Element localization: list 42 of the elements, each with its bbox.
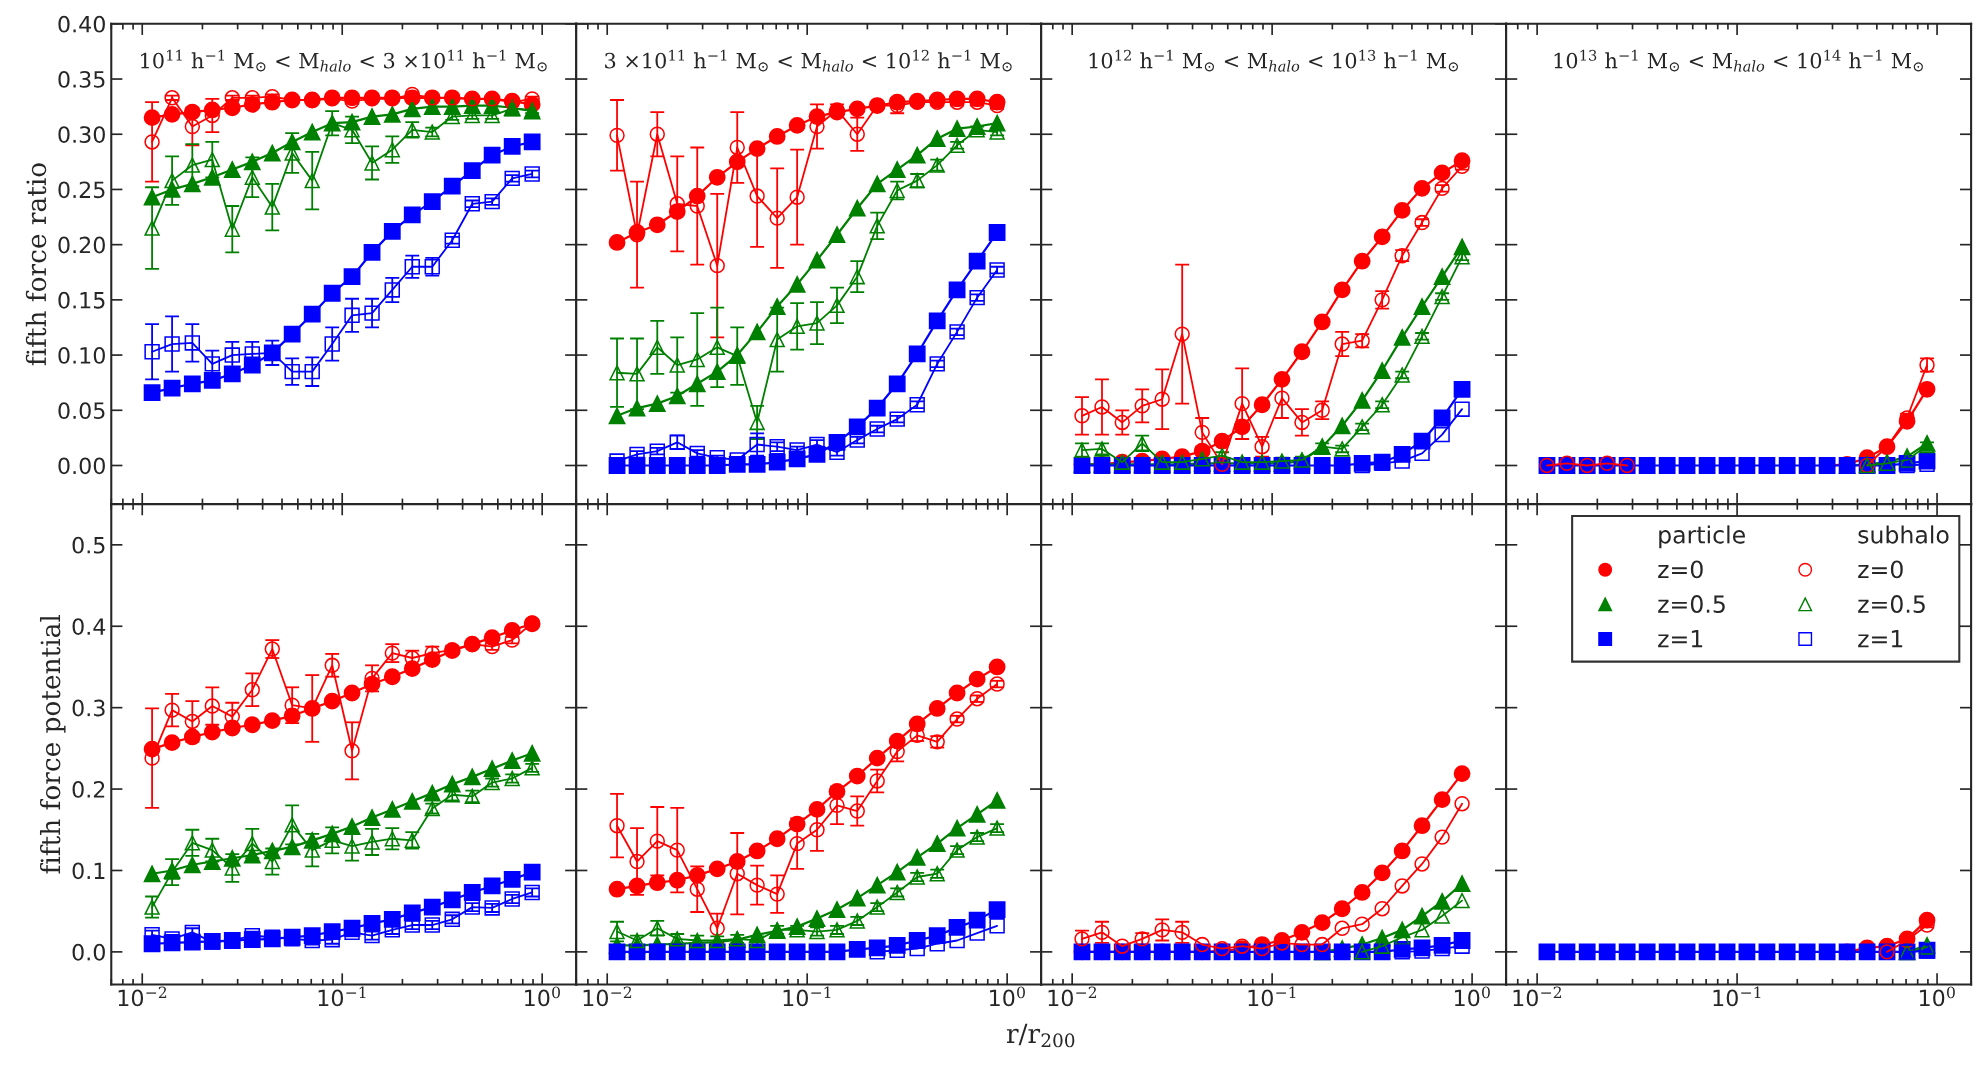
y-tick-label: 0.05: [58, 402, 105, 420]
x-tick-label: 10$^{−1}$: [783, 986, 831, 1007]
chart-title: 3 ×10$^{11}$ h$^{−1}$ M$_{⊙}$ < M$_{halo}$ < 10$^{12}$ h$^{−1}$ M$_{⊙}$: [605, 49, 1012, 72]
y-tick-label: 0.1: [72, 862, 105, 880]
y-tick-label: 0.00: [58, 457, 105, 475]
y-axis-title: fifth force potential: [39, 614, 66, 874]
x-tick-label: 10$^{−1}$: [1248, 986, 1296, 1007]
x-tick-label: 10$^{0}$: [525, 986, 560, 1007]
y-tick-label: 0.10: [58, 347, 105, 364]
y-tick-label: 0.15: [58, 291, 105, 309]
y-tick-label: 0.5: [72, 536, 105, 554]
x-axis-title: r/r$_{200}$: [1006, 1023, 1075, 1048]
x-tick-label: 10$^{0}$: [990, 986, 1025, 1007]
x-tick-label: 10$^{−2}$: [583, 986, 632, 1007]
x-tick-label: 10$^{−2}$: [118, 986, 167, 1007]
legend-label: z=0: [1658, 560, 1703, 579]
y-tick-label: 0.4: [72, 618, 106, 636]
chart-title: 10$^{12}$ h$^{−1}$ M$_{⊙}$ < M$_{halo}$ < 10$^{13}$ h$^{−1}$ M$_{⊙}$: [1089, 49, 1458, 72]
y-tick-label: 0.3: [72, 699, 105, 717]
y-tick-label: 0.35: [58, 70, 105, 88]
legend-label: z=1: [1658, 630, 1703, 648]
x-tick-label: 10$^{0}$: [1454, 986, 1490, 1007]
y-tick-label: 0.2: [72, 781, 105, 798]
legend-label: z=0.5: [1658, 595, 1725, 613]
x-tick-label: 10$^{−2}$: [1048, 986, 1097, 1007]
legend-label: z=0: [1858, 560, 1903, 579]
y-tick-label: 0.25: [58, 181, 105, 199]
annotation: subhalo: [1858, 525, 1949, 544]
chart-title: 10$^{11}$ h$^{−1}$ M$_{⊙}$ < M$_{halo}$ < 3 ×10$^{11}$ h$^{−1}$ M$_{⊙}$: [141, 49, 547, 72]
y-tick-label: 0.30: [58, 126, 105, 143]
chart-title: 10$^{13}$ h$^{−1}$ M$_{⊙}$ < M$_{halo}$ < 10$^{14}$ h$^{−1}$ M$_{⊙}$: [1554, 49, 1923, 72]
y-tick-label: 0.20: [58, 236, 105, 254]
y-tick-label: 0.40: [58, 15, 105, 33]
x-tick-label: 10$^{0}$: [1919, 986, 1955, 1007]
annotation: particle: [1659, 525, 1745, 549]
x-tick-label: 10$^{−1}$: [318, 986, 366, 1007]
x-tick-label: 10$^{−1}$: [1713, 986, 1761, 1007]
y-axis-title: fifth force ratio: [25, 163, 47, 366]
y-tick-label: 0.0: [72, 943, 105, 961]
legend-label: z=1: [1858, 630, 1903, 648]
legend-label: z=0.5: [1858, 595, 1925, 613]
x-tick-label: 10$^{−2}$: [1513, 986, 1562, 1007]
